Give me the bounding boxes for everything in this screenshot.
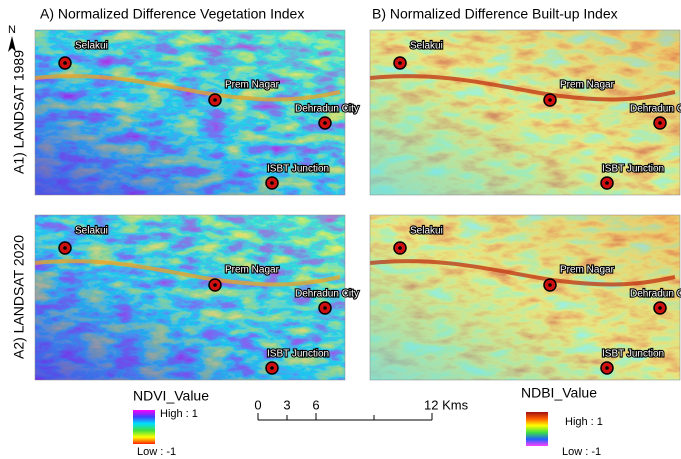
place-label: ISBT Junction: [267, 164, 329, 175]
legend-title: NDBI_Value: [521, 385, 597, 401]
place-marker-dot: [63, 61, 67, 65]
place-marker-dot: [63, 246, 67, 250]
scale-label: 0: [254, 397, 261, 412]
legend-low: Low : -1: [137, 446, 176, 458]
place-label: Prem Nagar: [225, 265, 280, 276]
map-frame: [369, 29, 681, 196]
legend-title: NDVI_Value: [133, 388, 209, 404]
map-panel: Selakui Prem Nagar Dehradun City ISBT Junct…: [34, 214, 360, 381]
map-shade: [35, 30, 345, 195]
place-label: Selakui: [75, 226, 108, 237]
place-label: Prem Nagar: [560, 265, 615, 276]
panels: Selakui Prem Nagar Dehradun City ISBT Junct…: [11, 29, 681, 381]
legend-low: Low : -1: [562, 446, 601, 458]
place-label: Prem Nagar: [560, 80, 615, 91]
map-frame: [34, 214, 346, 381]
place-marker-dot: [605, 181, 609, 185]
place-label: Selakui: [410, 41, 443, 52]
place-label: ISBT Junction: [602, 164, 664, 175]
place-label: ISBT Junction: [602, 349, 664, 360]
map-frame: [369, 214, 681, 381]
map-shade: [370, 30, 680, 195]
place-label: Selakui: [410, 226, 443, 237]
scale-label: 6: [312, 397, 319, 412]
place-label: Selakui: [75, 41, 108, 52]
map-panel: Selakui Prem Nagar Dehradun City ISBT Junct…: [369, 29, 681, 196]
map-panel: Selakui Prem Nagar Dehradun City ISBT Junct…: [34, 29, 360, 196]
map-panel: Selakui Prem Nagar Dehradun City ISBT Junct…: [369, 214, 681, 381]
place-marker-dot: [548, 283, 552, 287]
panel-title: A) Normalized Difference Vegetation Inde…: [40, 6, 304, 22]
map-shade: [370, 215, 680, 380]
north-label: N: [8, 24, 16, 36]
legend-ramp: [133, 410, 155, 444]
place-marker-dot: [270, 181, 274, 185]
row-label: A2) LANDSAT 2020: [11, 235, 27, 359]
place-marker-dot: [398, 61, 402, 65]
place-marker-dot: [398, 246, 402, 250]
place-marker-dot: [548, 98, 552, 102]
map-frame: [34, 29, 346, 196]
legend-ramp: [526, 412, 548, 446]
place-label: Dehradun City: [630, 289, 681, 300]
place-marker-dot: [213, 98, 217, 102]
scale-bar: [257, 413, 433, 421]
place-marker-dot: [213, 283, 217, 287]
place-marker-dot: [605, 366, 609, 370]
place-label: ISBT Junction: [267, 349, 329, 360]
place-marker-dot: [270, 366, 274, 370]
place-label: Dehradun City: [295, 289, 359, 300]
scale-label: 3: [283, 397, 290, 412]
legend-high: High : 1: [565, 416, 603, 428]
scale-label: 12 Kms: [424, 397, 469, 412]
legend-high: High : 1: [160, 408, 198, 420]
place-label: Dehradun City: [295, 104, 359, 115]
place-marker-dot: [323, 121, 327, 125]
panel-title: B) Normalized Difference Built-up Index: [372, 6, 618, 22]
place-marker-dot: [658, 121, 662, 125]
place-marker-dot: [323, 306, 327, 310]
place-marker-dot: [658, 306, 662, 310]
row-label: A1) LANDSAT 1989: [11, 50, 27, 174]
map-shade: [35, 215, 345, 380]
place-label: Prem Nagar: [225, 80, 280, 91]
place-label: Dehradun City: [630, 104, 681, 115]
north-arrow: [8, 36, 16, 52]
